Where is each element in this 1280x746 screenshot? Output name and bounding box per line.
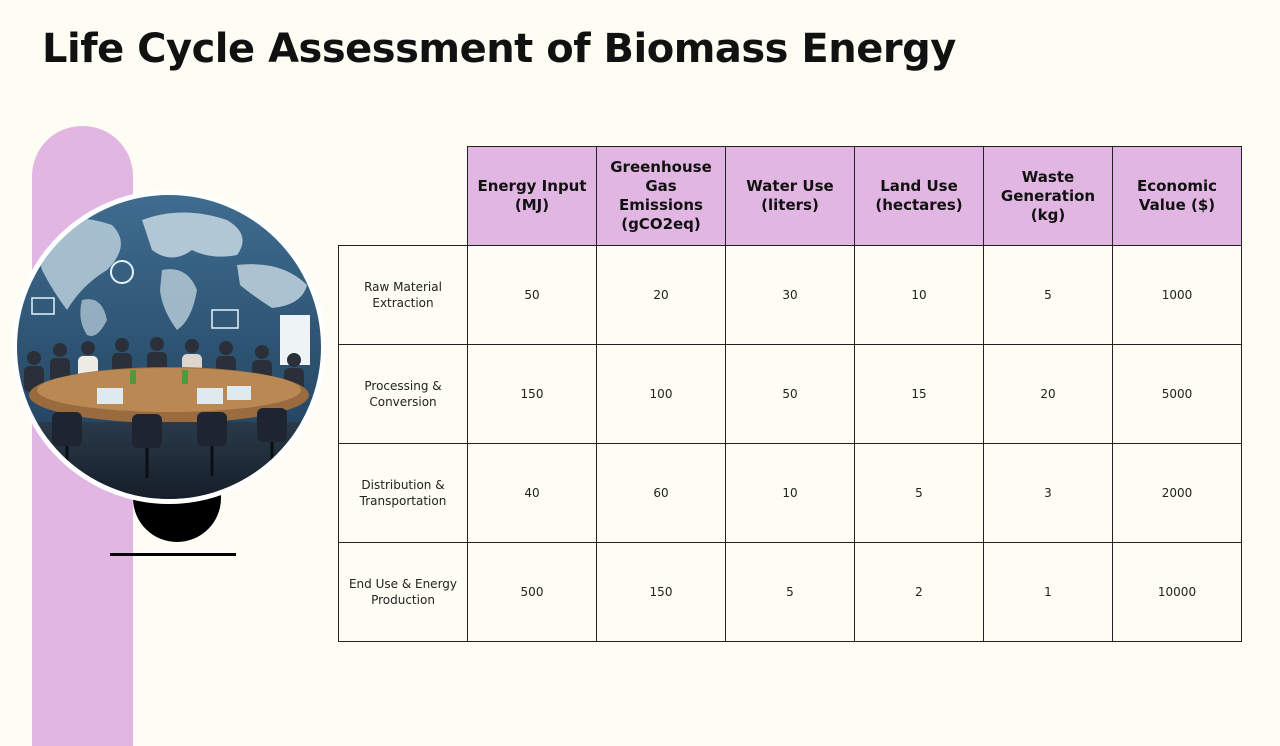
- table-row: End Use & Energy Production 500 150 5 2 …: [338, 542, 1242, 642]
- meeting-photo-illustration: [17, 195, 321, 499]
- table-cell: 5: [725, 542, 855, 642]
- table-cell: 1000: [1112, 245, 1242, 345]
- table-cell: 50: [467, 245, 597, 345]
- table-cell: 20: [983, 344, 1113, 444]
- table-row: Raw Material Extraction 50 20 30 10 5 10…: [338, 245, 1242, 345]
- table-cell: 100: [596, 344, 726, 444]
- decorative-underline: [110, 553, 236, 556]
- table-cell: 20: [596, 245, 726, 345]
- table-cell: 5: [854, 443, 984, 543]
- header-water-use: Water Use (liters): [725, 146, 855, 246]
- header-blank-cell: [338, 146, 468, 246]
- table-row: Distribution & Transportation 40 60 10 5…: [338, 443, 1242, 543]
- table-cell: 15: [854, 344, 984, 444]
- table-cell: 40: [467, 443, 597, 543]
- table-cell: 2: [854, 542, 984, 642]
- header-energy-input: Energy Input (MJ): [467, 146, 597, 246]
- slide-title: Life Cycle Assessment of Biomass Energy: [42, 26, 956, 72]
- table-row: Processing & Conversion 150 100 50 15 20…: [338, 344, 1242, 444]
- header-ghg-emissions: Greenhouse Gas Emissions (gCO2eq): [596, 146, 726, 246]
- row-label: Processing & Conversion: [338, 344, 468, 444]
- table-header-row: Energy Input (MJ) Greenhouse Gas Emissio…: [338, 146, 1242, 246]
- table-cell: 5: [983, 245, 1113, 345]
- header-waste-generation: Waste Generation (kg): [983, 146, 1113, 246]
- table-cell: 10: [725, 443, 855, 543]
- row-label: Raw Material Extraction: [338, 245, 468, 345]
- lca-table: Energy Input (MJ) Greenhouse Gas Emissio…: [338, 146, 1242, 642]
- table-cell: 5000: [1112, 344, 1242, 444]
- table-cell: 10000: [1112, 542, 1242, 642]
- table-cell: 1: [983, 542, 1113, 642]
- table-cell: 500: [467, 542, 597, 642]
- row-label: End Use & Energy Production: [338, 542, 468, 642]
- table-cell: 30: [725, 245, 855, 345]
- header-land-use: Land Use (hectares): [854, 146, 984, 246]
- table-cell: 150: [467, 344, 597, 444]
- table-cell: 2000: [1112, 443, 1242, 543]
- table-cell: 10: [854, 245, 984, 345]
- table-cell: 3: [983, 443, 1113, 543]
- table-cell: 150: [596, 542, 726, 642]
- meeting-photo: [12, 190, 326, 504]
- row-label: Distribution & Transportation: [338, 443, 468, 543]
- header-economic-value: Economic Value ($): [1112, 146, 1242, 246]
- table-cell: 50: [725, 344, 855, 444]
- table-cell: 60: [596, 443, 726, 543]
